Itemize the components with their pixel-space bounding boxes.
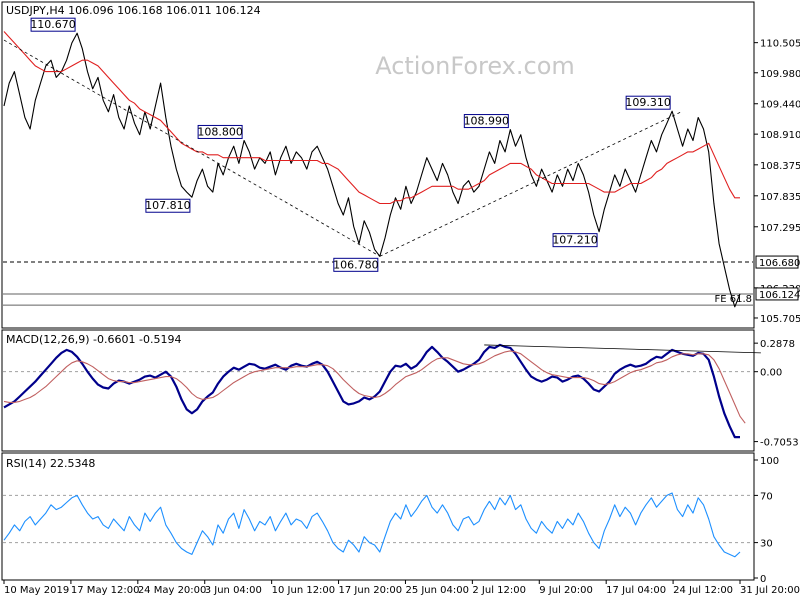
- macd-series-line-1: [3, 350, 746, 424]
- price-level-tag-text: 106.680: [759, 258, 800, 269]
- symbol-line: USDJPY,H4 106.096 106.168 106.011 106.12…: [6, 4, 261, 17]
- trendline: [484, 344, 761, 354]
- price-annotation-text: 110.670: [30, 18, 76, 31]
- price-annotation-box: [552, 233, 598, 248]
- rsi-series-line-0: [3, 492, 741, 558]
- x-tick-label: 10 Jun 12:00: [272, 585, 336, 596]
- price-level-tag-box: [755, 287, 799, 301]
- price-annotation-box: [333, 257, 379, 272]
- y-tick-label: 105.705: [760, 314, 800, 325]
- price-annotation-box: [145, 198, 191, 213]
- price-series-line-0: [3, 32, 741, 308]
- price-annotation-box: [625, 95, 671, 110]
- trendlines-layer: [3, 39, 761, 354]
- x-tick-label: 2 Jul 12:00: [472, 585, 526, 596]
- price-annotation-text: 109.310: [625, 96, 671, 109]
- x-tick-label: 17 May 12:00: [71, 585, 140, 596]
- y-tick-label: 30: [760, 539, 773, 550]
- price-annotation: 109.310: [625, 95, 671, 110]
- fe-level-label: FE 61.8: [714, 294, 752, 305]
- y-tick-label: -0.7053: [760, 438, 799, 449]
- price-annotation-text: 107.210: [552, 234, 598, 247]
- x-tick-label: 17 Jul 04:00: [606, 585, 666, 596]
- price-annotation-text: 108.990: [464, 115, 510, 128]
- price-annotation: 107.810: [145, 198, 191, 213]
- trendline: [379, 110, 683, 257]
- price-level-tag-box: [755, 255, 799, 269]
- macd-title: MACD(12,26,9) -0.6601 -0.5194: [6, 333, 181, 346]
- x-tick-label: 3 Jun 04:00: [205, 585, 262, 596]
- macd-panel-frame: [1, 329, 755, 452]
- price-annotation: 108.800: [197, 124, 243, 139]
- y-tick-label: 70: [760, 491, 773, 502]
- price-annotation: 107.210: [552, 233, 598, 248]
- x-tick-label: 9 Jul 20:00: [539, 585, 593, 596]
- levels-layer: FE 61.8: [3, 261, 753, 544]
- price-annotation-box: [30, 17, 76, 32]
- x-tick-label: 24 May 20:00: [138, 585, 207, 596]
- price-annotation-text: 107.810: [145, 199, 191, 212]
- y-tick-label: 110.505: [760, 39, 800, 50]
- annotations-layer: 110.670 107.810 108.800 106.780 108.990 107.2…: [30, 17, 671, 272]
- trendline: [3, 39, 381, 257]
- y-tick-label: 107.295: [760, 223, 800, 234]
- x-tick-label: 24 Jul 12:00: [673, 585, 733, 596]
- price-annotation-text: 106.780: [333, 258, 379, 271]
- y-tick-label: 107.835: [760, 192, 800, 203]
- rsi-title: RSI(14) 22.5348: [6, 457, 95, 470]
- price-level-tag: 106.124: [755, 287, 800, 301]
- price-annotation-text: 108.800: [197, 125, 243, 138]
- y-tick-label: 108.910: [760, 130, 800, 141]
- y-tick-label: 109.440: [760, 100, 800, 111]
- series-layer: [3, 31, 746, 558]
- price-annotation: 110.670: [30, 17, 76, 32]
- price-series-line-1: [3, 31, 740, 205]
- rsi-panel-frame: [1, 452, 755, 581]
- y-tick-label: 100: [760, 456, 779, 467]
- price-level-tag-text: 106.124: [759, 290, 800, 301]
- price-annotation: 106.780: [333, 257, 379, 272]
- y-tick-label: 109.980: [760, 69, 800, 80]
- price-annotation-box: [197, 124, 243, 139]
- watermark: ActionForex.com: [375, 52, 575, 80]
- x-tick-label: 17 Jun 20:00: [339, 585, 403, 596]
- x-tick-label: 10 May 2019: [4, 585, 69, 596]
- y-tick-label: 0.00: [760, 368, 782, 379]
- y-tick-label: 108.375: [760, 161, 800, 172]
- x-tick-label: 25 Jun 04:00: [405, 585, 469, 596]
- price-annotation: 108.990: [463, 114, 510, 129]
- y-tick-label: 0.2878: [760, 339, 795, 350]
- axis-layer: 110.505 109.980 109.440 108.910 108.375 107.8…: [3, 39, 800, 596]
- y-tick-label: 0: [760, 574, 766, 585]
- price-level-tag: 106.680: [755, 255, 800, 269]
- price-annotation-box: [463, 114, 509, 129]
- x-tick-label: 31 Jul 20:00: [740, 585, 800, 596]
